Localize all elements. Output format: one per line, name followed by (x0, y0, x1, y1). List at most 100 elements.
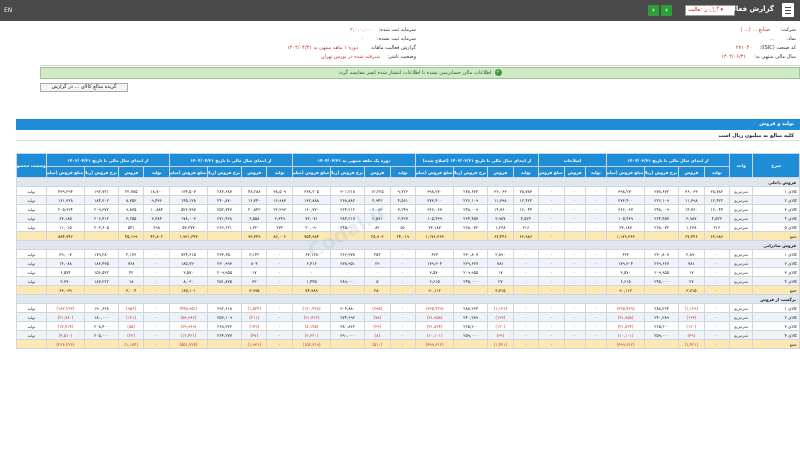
table-cell: ۰ (266, 258, 293, 268)
table-cell: ۹۳,۳۴۹ (241, 231, 268, 241)
table-cell (330, 339, 366, 349)
report-value: دوره ۱ ماهه منتهی به ۱۴۰۴/۰۴/۳۱ (287, 45, 358, 51)
table-cell: ۰ (563, 186, 586, 196)
table-cell: ۰ (143, 303, 170, 313)
table-group-row: فروش داخلی (16, 177, 800, 187)
table-cell: ۲۴۰,۸۷۰ (207, 195, 243, 205)
language-toggle[interactable]: EN (4, 7, 13, 14)
table-cell: ۰ (703, 285, 731, 295)
table-cell: ۸۸۴,۷۴۶ (45, 231, 86, 241)
next-report-button[interactable]: › (648, 5, 659, 16)
column-group-header: وضعیت محصول-واحد (16, 153, 47, 178)
table-cell: (۱۸۲,۲۲۲) (45, 303, 86, 313)
table-cell: ۲۷۸,۶۷۲ (453, 186, 489, 196)
group-title: فروش داخلی (16, 177, 800, 187)
table-cell: ۲۶۸,۰۷۲ (453, 222, 489, 232)
table-cell: ۶,۹۴۹ (266, 213, 293, 223)
table-cell: کالای ۳ (752, 321, 800, 331)
table-cell: ۶۷,۱۸۵ (45, 213, 86, 223)
prev-report-button[interactable]: ‹ (661, 5, 672, 16)
table-cell: ۳۶,۰۶۳ (487, 186, 514, 196)
table-cell: تولید (16, 312, 47, 322)
table-cell: ۲۴۸,۰۰۹ (453, 204, 489, 214)
table-cell: ۴,۵۶۱ (389, 195, 417, 205)
table-cell: ۲۴,۰۱۹ (389, 231, 417, 241)
table-cell: ۹,۸۳۵ (117, 204, 145, 214)
column-header: فروش (678, 166, 705, 178)
table-cell: (۱۲,۴۲۱) (168, 330, 209, 340)
table-cell: ۰ (584, 258, 607, 268)
table-cell: ۸,۷۵۳ (117, 195, 145, 205)
table-cell: ۱۲,۴۲۲ (512, 195, 540, 205)
table-cell (84, 339, 119, 349)
table-cell: ۳۶,۰۶۳ (678, 186, 705, 196)
table-cell: ۰ (512, 339, 540, 349)
table-cell: مترمربع (729, 267, 754, 277)
table-cell: ۲۰۳,۶۰۵ (84, 222, 119, 232)
company-value: صنایع ... (... ) (740, 27, 770, 33)
page-title: گزارش فعالیت ماهانه (699, 5, 774, 13)
table-cell: (۱,۹۳۱) (241, 339, 268, 349)
table-cell: ۴,۹۴۲ (364, 195, 391, 205)
table-cell: ۳۰۴,۸۸۰ (330, 303, 366, 313)
table-cell: ۰ (563, 267, 586, 277)
column-header: نرخ فروش (ریال) (644, 166, 680, 178)
table-cell: ۱۳۴,۵۰۷ (168, 186, 209, 196)
table-cell: ۲۹۸ (143, 222, 170, 232)
table-cell: ۹,۷۲۶ (389, 186, 417, 196)
table-cell: ۲۷ (487, 276, 514, 286)
table-cell: ۰ (703, 276, 731, 286)
table-cell: ۵۶ (389, 222, 417, 232)
table-cell: کالای ۴ (752, 276, 800, 286)
table-cell: تولید (16, 204, 47, 214)
selected-items-button[interactable]: گزیده متالع‌ کالای ... در گزارش (40, 83, 128, 92)
table-cell: ۱۹۰,۶۲۸ (84, 303, 119, 313)
fiscal-value: ۱۴۰۴/۰۶/۳۱ (721, 54, 746, 60)
table-cell: ۱,۲۳۸ (678, 222, 705, 232)
table-cell: ۶۷,۱۲۸ (291, 249, 332, 259)
status-value: پذیرفته شده در بورس تهران (320, 54, 380, 60)
table-cell: ۰ (266, 303, 293, 313)
table-cell: ۱۶,۰۴۴ (703, 204, 731, 214)
table-cell: ۰ (703, 339, 731, 349)
table-cell: ۰ (538, 321, 565, 331)
table-cell: ۴,۵۲۲ (512, 213, 540, 223)
table-cell: (۳۲۵,۴۲۹) (414, 303, 455, 313)
table-cell: ۵ (364, 276, 391, 286)
column-group-header: واحد (729, 153, 754, 178)
table-cell (644, 285, 680, 295)
table-cell: ۲۴۵,۰۰۰ (644, 276, 680, 286)
table-cell (16, 339, 47, 349)
table-cell: (۳۲۵,۴۲۹) (605, 303, 646, 313)
table-cell: ۲۲۶,۱۰۹ (453, 195, 489, 205)
table-cell: ۲۷۸,۹۵۱ (330, 258, 366, 268)
table-cell: ۴۵,۱۶۹ (117, 231, 145, 241)
table-row: کالای ۱ مترمربع ۰ (۱,۱۲۹) ۲۸۸,۲۶۴ (۳۲۵,۴۲۹) ۰ ۰… (16, 303, 800, 313)
report-type-select[interactable]: گزارش فعالیت ▾ (685, 5, 735, 16)
table-cell: ۰ (266, 312, 293, 322)
table-cell: ۰ (703, 267, 731, 277)
table-cell (729, 339, 754, 349)
table-row: کالای ۲ مترمربع ۰ ۷۸۱ ۲۲۹,۶۲۷ ۱۷۹,۳۰۴ ۰ ۰ ۰ ۰ ۷۸۱ ۲… (16, 258, 800, 268)
table-cell: ۱۷۹,۳۰۴ (414, 258, 455, 268)
table-cell: ۰ (703, 258, 731, 268)
table-cell: ۲۶۵,۲۰۰ (453, 321, 489, 331)
table-cell: ۱۷۸,۰۰۳ (168, 213, 209, 223)
table-cell: ۶۲,۹۸۶ (512, 231, 540, 241)
table-cell: ۰ (512, 330, 540, 340)
table-cell: تولید (16, 195, 47, 205)
table-cell: ۳,۹۸۷ (487, 213, 514, 223)
table-cell: ۱,۴۴۵ (291, 276, 332, 286)
table-cell: ۰ (389, 303, 417, 313)
table-cell: (۱۳۳) (678, 312, 705, 322)
table-cell (729, 285, 754, 295)
table-cell: تولید (16, 222, 47, 232)
audit-notice-text: اطلاعات مالی حسابرسی نشده با اطلاعات انت… (338, 70, 492, 76)
table-cell: ۱۸۰,۰۰۰ (84, 312, 119, 322)
table-cell: ۱۹۲,۷۲۱ (84, 186, 119, 196)
table-cell: کالای ۳ (752, 267, 800, 277)
table-total-row: جمع ۰ (۱,۴۲۱) (۳۹۹,۳۱۲) ۰ ۰ (۱,۴۲۱) (۳۹۹,۳۱۲) ۰(… (16, 339, 800, 349)
table-cell: مترمربع (729, 312, 754, 322)
table-cell: کالای ۳ (752, 204, 800, 214)
table-cell: ۳۹۸,۲۷۰ (414, 186, 455, 196)
